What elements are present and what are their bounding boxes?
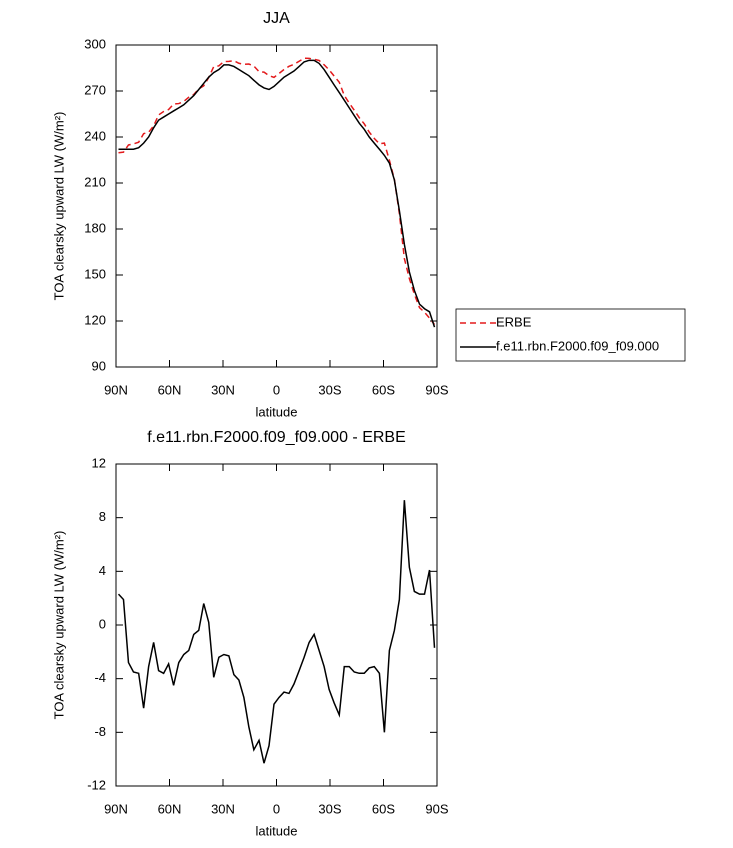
- y-tick-label: 210: [84, 174, 106, 189]
- x-tick-label: 90N: [104, 801, 128, 816]
- y-tick-label: 120: [84, 312, 106, 327]
- y-tick-label: 180: [84, 220, 106, 235]
- x-tick-label: 30N: [211, 801, 235, 816]
- x-axis-label: latitude: [256, 823, 298, 838]
- x-tick-label: 30N: [211, 382, 235, 397]
- series-line: [118, 59, 436, 328]
- y-axis-label: TOA clearsky upward LW (W/m²): [51, 531, 66, 720]
- x-tick-label: 90N: [104, 382, 128, 397]
- x-tick-label: 60N: [158, 382, 182, 397]
- x-tick-label: 90S: [425, 801, 448, 816]
- y-tick-label: -8: [94, 724, 106, 739]
- y-tick-label: 12: [92, 455, 106, 470]
- y-tick-label: 8: [99, 509, 106, 524]
- x-tick-label: 30S: [318, 382, 341, 397]
- y-tick-label: 4: [99, 563, 106, 578]
- plot-frame: [115, 463, 438, 787]
- legend-label: ERBE: [496, 314, 532, 329]
- y-tick-label: -12: [87, 777, 106, 792]
- y-tick-label: -4: [94, 670, 106, 685]
- legend-label: f.e11.rbn.F2000.f09_f09.000: [496, 338, 659, 353]
- y-tick-label: 0: [99, 616, 106, 631]
- y-tick-label: 300: [84, 36, 106, 51]
- x-axis-label: latitude: [256, 404, 298, 419]
- x-tick-label: 60S: [372, 382, 395, 397]
- chart-title: JJA: [263, 10, 290, 27]
- y-tick-label: 90: [92, 358, 106, 373]
- x-tick-label: 30S: [318, 801, 341, 816]
- series-line: [117, 500, 436, 764]
- y-tick-label: 240: [84, 128, 106, 143]
- x-tick-label: 60N: [158, 801, 182, 816]
- x-tick-label: 0: [273, 382, 280, 397]
- series-line: [118, 57, 436, 325]
- x-tick-label: 60S: [372, 801, 395, 816]
- y-axis-label: TOA clearsky upward LW (W/m²): [51, 112, 66, 301]
- legend-box: [455, 308, 686, 362]
- chart-title: f.e11.rbn.F2000.f09_f09.000 - ERBE: [147, 429, 406, 446]
- y-tick-label: 150: [84, 266, 106, 281]
- x-tick-label: 90S: [425, 382, 448, 397]
- y-tick-label: 270: [84, 82, 106, 97]
- plot-frame: [115, 44, 438, 368]
- x-tick-label: 0: [273, 801, 280, 816]
